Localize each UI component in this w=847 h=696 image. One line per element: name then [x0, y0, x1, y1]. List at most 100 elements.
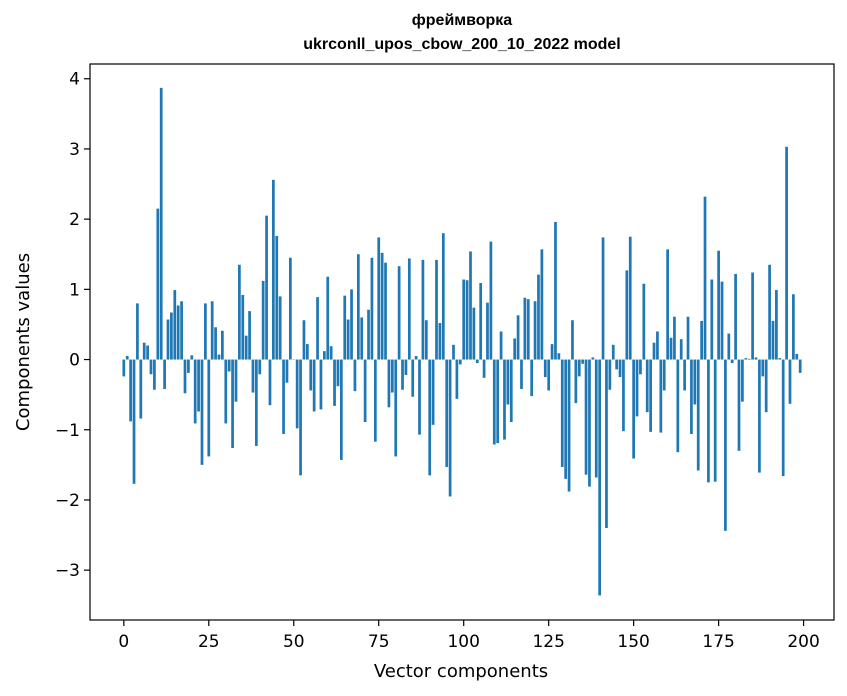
bar-90	[428, 359, 432, 476]
bar-119	[526, 299, 530, 360]
bar-51	[295, 359, 299, 429]
bar-89	[424, 320, 428, 360]
bar-55	[309, 359, 313, 391]
bar-23	[200, 359, 204, 465]
bar-138	[591, 357, 595, 360]
bar-10	[156, 208, 160, 360]
bar-66	[346, 319, 350, 360]
bar-56	[312, 359, 316, 412]
bar-39	[255, 359, 258, 446]
bar-186	[754, 357, 758, 360]
bar-24	[204, 303, 207, 360]
bar-140	[598, 359, 602, 596]
y-tick-label: 1	[69, 280, 80, 300]
bar-108	[489, 241, 493, 360]
bar-123	[540, 249, 544, 360]
bar-130	[564, 359, 568, 479]
bar-series	[122, 87, 802, 596]
bar-180	[734, 273, 737, 360]
x-tick-label: 200	[787, 632, 819, 652]
bar-107	[486, 302, 489, 360]
bar-170	[700, 320, 703, 360]
bar-196	[788, 359, 792, 404]
y-tick-label: −3	[55, 561, 80, 581]
bar-163	[676, 359, 680, 453]
bar-35	[241, 294, 245, 360]
bar-154	[645, 359, 649, 413]
bar-144	[611, 344, 615, 360]
chart-title-line1: фреймворка	[411, 12, 513, 29]
bar-157	[656, 331, 659, 360]
bar-72	[367, 309, 370, 360]
bar-88	[421, 259, 425, 360]
bar-124	[543, 359, 547, 378]
bar-87	[418, 359, 421, 435]
bar-114	[509, 359, 513, 423]
bar-126	[550, 344, 554, 360]
bar-191	[771, 320, 775, 360]
bar-98	[455, 359, 459, 399]
bar-1	[125, 356, 129, 360]
bar-18	[183, 359, 187, 394]
bar-177	[724, 359, 727, 531]
bar-116	[516, 315, 520, 360]
bar-21	[193, 359, 197, 424]
bar-59	[322, 351, 326, 360]
bar-2	[129, 359, 132, 422]
y-axis-label: Components values	[13, 253, 34, 431]
bar-152	[639, 359, 642, 375]
bar-173	[710, 279, 714, 360]
bar-136	[584, 359, 588, 475]
bar-187	[758, 359, 761, 473]
bar-20	[190, 355, 194, 360]
bar-48	[285, 359, 289, 383]
bar-194	[781, 359, 785, 477]
bar-46	[278, 296, 282, 360]
bar-198	[795, 353, 799, 360]
bar-34	[238, 264, 241, 360]
bar-93	[438, 323, 442, 360]
bar-8	[149, 359, 153, 375]
bar-102	[469, 251, 472, 360]
bar-15	[173, 290, 177, 360]
x-tick-label: 25	[198, 632, 220, 652]
bar-164	[679, 339, 683, 360]
bar-45	[275, 235, 279, 360]
bar-184	[747, 358, 751, 360]
bar-155	[649, 359, 652, 432]
x-tick-label: 0	[118, 632, 129, 652]
bar-44	[272, 179, 275, 360]
bar-141	[601, 237, 605, 360]
bar-179	[730, 359, 734, 364]
bar-67	[350, 289, 353, 360]
bar-104	[475, 359, 479, 364]
x-tick-label: 100	[447, 632, 479, 652]
bar-37	[248, 311, 251, 360]
bar-64	[339, 359, 343, 460]
bar-0	[122, 359, 126, 377]
bar-28	[217, 354, 221, 360]
bar-4	[136, 303, 139, 360]
bar-110	[496, 359, 500, 444]
bar-133	[574, 359, 578, 404]
bar-73	[370, 257, 374, 360]
bar-70	[360, 317, 364, 360]
bar-29	[221, 330, 224, 360]
bar-60	[326, 276, 330, 360]
bar-33	[234, 359, 238, 402]
bar-178	[727, 333, 731, 360]
bar-31	[227, 359, 231, 372]
bar-78	[387, 359, 391, 408]
bar-11	[159, 87, 163, 360]
bar-6	[142, 342, 146, 360]
bar-92	[435, 259, 438, 360]
bar-115	[513, 338, 517, 360]
x-axis-label: Vector components	[374, 661, 548, 682]
bar-161	[669, 337, 673, 360]
bar-118	[523, 297, 527, 360]
bar-139	[594, 359, 598, 478]
bar-189	[764, 359, 768, 413]
bar-182	[741, 359, 744, 402]
x-tick-label: 50	[283, 632, 305, 652]
